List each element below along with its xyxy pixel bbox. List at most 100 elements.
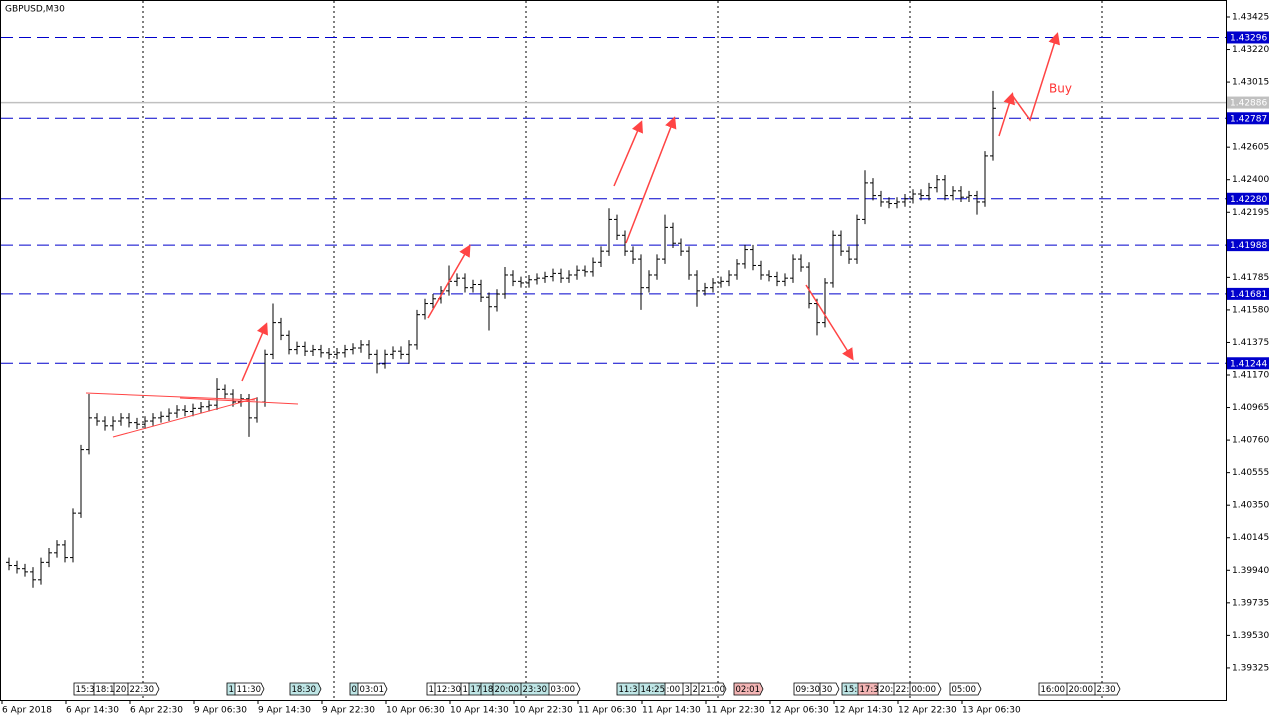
current-price-box: [1227, 96, 1269, 109]
level-label: 1.41681: [1230, 290, 1267, 300]
time-marker-label: 14:25: [641, 685, 666, 695]
time-marker-label: 0: [352, 685, 357, 695]
trend-line: [179, 397, 299, 405]
level-label-box: [1227, 357, 1269, 370]
level-label-box: [1227, 31, 1269, 44]
current-price-label: 1.42886: [1230, 99, 1267, 109]
time-markers: 15:3 18:1 20: 22:30 1 11:30 18:30 0 03:01 1 12:30 1…: [73, 682, 1121, 696]
time-marker-label: 12:30: [437, 685, 462, 695]
time-marker-label: 21:00: [701, 685, 726, 695]
level-label-box: [1227, 192, 1269, 205]
trend-line: [85, 392, 256, 401]
y-tick-label: 1.40145: [1232, 533, 1269, 543]
time-marker-label: 22:: [896, 685, 910, 695]
x-tick-label: 6 Apr 22:30: [130, 706, 183, 716]
arrow: [613, 120, 643, 187]
time-marker-label: 16:00: [1041, 685, 1066, 695]
level-label-box: [1227, 112, 1269, 125]
time-marker-label: 18: [483, 685, 494, 695]
y-tick-label: 1.43220: [1232, 45, 1269, 55]
y-tick-label: 1.39530: [1232, 631, 1269, 641]
levels: [1, 36, 1226, 364]
level-label: 1.42787: [1230, 114, 1267, 124]
time-marker-box: [357, 682, 388, 696]
time-marker-label: 02:01: [736, 685, 761, 695]
y-tick-label: 1.42195: [1232, 208, 1269, 218]
x-tick-label: 10 Apr 06:30: [386, 706, 445, 716]
time-marker-label: 05:00: [952, 685, 977, 695]
time-marker-label: 17: [471, 685, 482, 695]
time-marker-label: 20:: [116, 685, 130, 695]
time-marker-label: :00: [667, 685, 681, 695]
y-tick-label: 1.42400: [1232, 175, 1269, 185]
time-marker-label: 2: [693, 685, 698, 695]
arrow: [625, 116, 677, 244]
y-tick-label: 1.40965: [1232, 403, 1269, 413]
time-marker-label: 1: [229, 685, 234, 695]
time-marker-label: 20:00: [1069, 685, 1094, 695]
time-marker-label: 1: [463, 685, 468, 695]
time-marker-box: [819, 682, 840, 696]
x-tick-label: 11 Apr 22:30: [706, 706, 765, 716]
arrow: [998, 92, 1015, 137]
arrow: [1011, 32, 1060, 122]
time-marker-box: [949, 682, 982, 696]
time-marker-label: 00:00: [912, 685, 937, 695]
time-marker-label: 1: [429, 685, 434, 695]
level-label: 1.41244: [1230, 359, 1267, 369]
time-marker-label: 30: [822, 685, 833, 695]
annotation: Buy: [1049, 82, 1072, 96]
time-marker-label: 15:3: [76, 685, 95, 695]
day-separators: [142, 1, 1103, 700]
level-label: 1.42280: [1230, 195, 1267, 205]
time-marker-label: 03:00: [551, 685, 576, 695]
time-marker-label: 09:30: [796, 685, 821, 695]
drawings: Buy: [85, 32, 1072, 438]
y-tick-label: 1.40555: [1232, 468, 1269, 478]
arrow: [427, 244, 471, 319]
level-label-box: [1227, 287, 1269, 300]
time-marker-label: 11:30: [237, 685, 262, 695]
y-tick-label: 1.39940: [1232, 566, 1269, 576]
x-tick-label: 9 Apr 14:30: [258, 706, 311, 716]
x-axis: 6 Apr 2018 6 Apr 14:30 6 Apr 22:30 9 Apr 06…: [1, 700, 1021, 716]
time-marker-label: 3: [685, 685, 690, 695]
bars: [6, 90, 996, 588]
x-tick-label: 6 Apr 2018: [2, 706, 52, 716]
time-marker-box: [548, 682, 581, 696]
time-marker-label: 20:: [880, 685, 894, 695]
x-tick-label: 6 Apr 14:30: [66, 706, 119, 716]
time-marker-label: 22:30: [130, 685, 155, 695]
x-tick-label: 10 Apr 22:30: [514, 706, 573, 716]
x-tick-label: 11 Apr 14:30: [642, 706, 701, 716]
y-tick-label: 1.40760: [1232, 436, 1269, 446]
arrow: [241, 322, 268, 382]
y-tick-label: 1.40350: [1232, 501, 1269, 511]
level-label-box: [1227, 239, 1269, 252]
level-label: 1.43296: [1230, 33, 1267, 43]
time-marker-box: [1094, 682, 1121, 696]
time-marker-label: 2:30: [1097, 685, 1116, 695]
time-marker-box: [234, 682, 265, 696]
y-tick-label: 1.43425: [1232, 12, 1269, 22]
time-marker-label: 20:00: [495, 685, 520, 695]
y-tick-label: 1.41170: [1232, 371, 1269, 381]
time-marker-box: [289, 682, 322, 696]
x-tick-label: 12 Apr 14:30: [834, 706, 893, 716]
x-tick-label: 10 Apr 14:30: [450, 706, 509, 716]
y-tick-label: 1.41785: [1232, 273, 1269, 283]
time-marker-label: 18:1: [96, 685, 115, 695]
chart-title: GBPUSD,M30: [5, 5, 65, 15]
x-tick-label: 12 Apr 22:30: [898, 706, 957, 716]
time-marker-label: 15:: [844, 685, 858, 695]
time-marker-label: 17:3: [860, 685, 879, 695]
time-marker-box: [127, 682, 160, 696]
time-marker-label: 18:30: [292, 685, 317, 695]
x-tick-label: 9 Apr 06:30: [194, 706, 247, 716]
y-tick-label: 1.42605: [1232, 143, 1269, 153]
y-tick-label: 1.43015: [1232, 78, 1269, 88]
plot-frame: [0, 0, 1227, 701]
level-label: 1.41988: [1230, 241, 1267, 251]
